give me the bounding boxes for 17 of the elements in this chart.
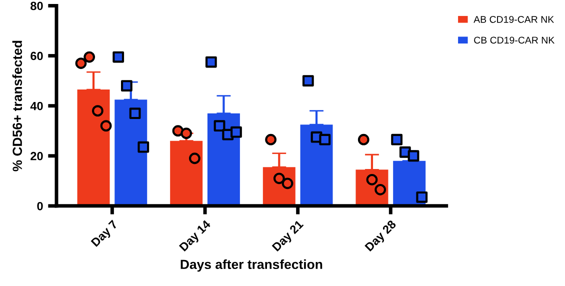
bar	[300, 124, 333, 206]
legend-label: CB CD19-CAR NK	[474, 36, 555, 44]
x-tick-label: Day 7	[90, 220, 120, 249]
y-tick-label: 20	[30, 152, 43, 160]
x-axis-title: Days after transfection	[180, 259, 322, 272]
bar	[114, 100, 148, 206]
x-tick-label: Day 21	[272, 220, 306, 254]
bar	[77, 90, 110, 206]
y-axis-title: % CD56+ transfected	[12, 40, 22, 172]
y-tick-label: 0	[37, 202, 43, 210]
x-tick-label: Day 14	[178, 219, 213, 254]
y-tick-label: 80	[30, 2, 43, 10]
x-tick-label: Day 28	[364, 220, 398, 254]
y-tick-label: 60	[30, 52, 43, 60]
legend-label: AB CD19-CAR NK	[474, 16, 554, 23]
y-tick-label: 40	[30, 102, 43, 110]
bar	[170, 140, 203, 206]
